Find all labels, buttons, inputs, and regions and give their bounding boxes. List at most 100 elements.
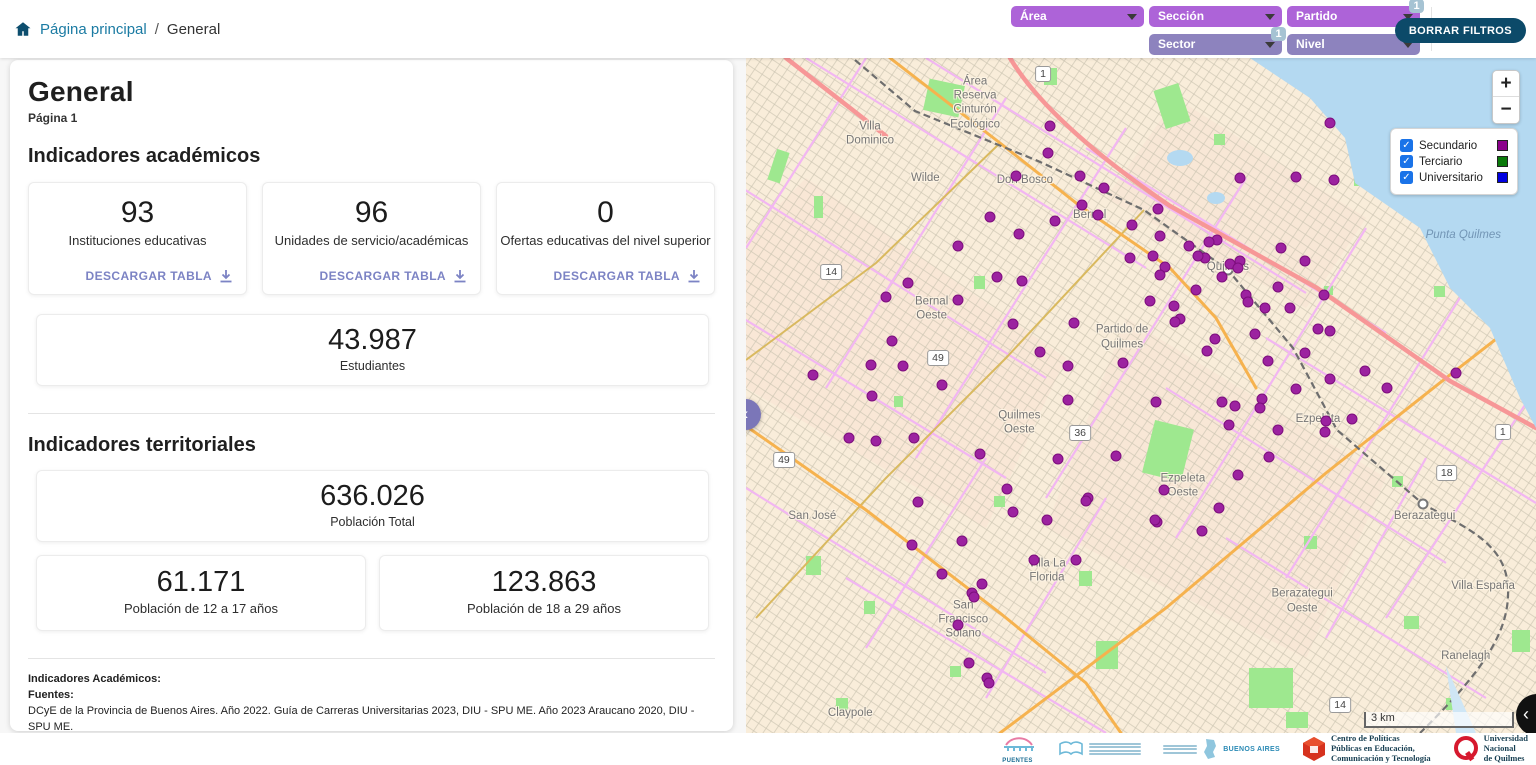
map-point[interactable] [952,294,964,306]
legend-checkbox[interactable]: ✓ [1400,155,1413,168]
map-point[interactable] [1299,347,1311,359]
map-point[interactable] [1201,345,1213,357]
filter-select-partido[interactable]: Partido 1 [1287,0,1424,27]
map-point[interactable] [1044,120,1056,131]
map-point[interactable] [1062,394,1074,406]
map-point[interactable] [1074,170,1086,182]
map-point[interactable] [1254,402,1266,414]
map-point[interactable] [1149,514,1161,526]
download-table-link[interactable]: DESCARGAR TABLA [86,269,233,283]
zoom-in-button[interactable]: + [1493,71,1519,97]
map-point[interactable] [880,291,892,303]
panel-collapse-button[interactable]: ‹ [746,399,761,430]
map-point[interactable] [974,448,986,460]
map-point[interactable] [1203,236,1215,248]
legend-checkbox[interactable]: ✓ [1400,139,1413,152]
map-point[interactable] [1262,355,1274,367]
map-point[interactable] [1318,289,1330,301]
map-point[interactable] [1052,453,1064,465]
map-point[interactable] [902,277,914,289]
map-point[interactable] [991,271,1003,283]
map-point[interactable] [1359,365,1371,377]
filter-select-area[interactable]: Área [1011,6,1144,27]
map-point[interactable] [963,657,975,669]
legend-checkbox[interactable]: ✓ [1400,171,1413,184]
map-container[interactable]: Área Reserva Cinturón Ecológico Villa Dominic… [746,58,1536,733]
map-point[interactable] [956,535,968,547]
map-point[interactable] [1016,275,1028,287]
map-point[interactable] [1062,360,1074,372]
map-point[interactable] [1007,318,1019,330]
map-point[interactable] [1190,284,1202,296]
map-point[interactable] [1110,450,1122,462]
map-point[interactable] [1013,228,1025,239]
map-point[interactable] [952,240,964,252]
map-point[interactable] [1324,117,1336,129]
map-point[interactable] [1249,328,1261,340]
map-point[interactable] [1213,502,1225,514]
map-point[interactable] [1147,250,1159,262]
map-point[interactable] [1328,174,1340,186]
map-point[interactable] [865,359,877,371]
map-point[interactable] [1381,382,1393,394]
map-point[interactable] [1168,300,1180,312]
map-point[interactable] [1232,469,1244,481]
download-table-link[interactable]: DESCARGAR TABLA [320,269,467,283]
map-point[interactable] [1028,554,1040,566]
map-point[interactable] [843,432,855,444]
map-point[interactable] [1183,240,1195,252]
map-point[interactable] [1041,514,1053,526]
map-point[interactable] [1154,230,1166,242]
map-point[interactable] [1272,424,1284,436]
map-point[interactable] [983,677,995,689]
home-icon[interactable] [14,20,32,38]
download-table-link[interactable]: DESCARGAR TABLA [554,269,701,283]
map-point[interactable] [1346,413,1358,425]
map-point[interactable] [1150,396,1162,408]
map-point[interactable] [976,578,988,590]
map-point[interactable] [1324,373,1336,385]
map-point[interactable] [906,539,918,551]
map-point[interactable] [1263,451,1275,463]
map-point[interactable] [866,390,878,402]
clear-filters-button[interactable]: BORRAR FILTROS [1394,18,1526,43]
map-point[interactable] [1080,495,1092,507]
filter-select-seccion[interactable]: Sección [1149,6,1282,27]
map-point[interactable] [1158,484,1170,496]
map-point[interactable] [1216,396,1228,408]
map-point[interactable] [807,369,819,381]
map-point[interactable] [1192,250,1204,262]
map-point[interactable] [1076,199,1088,211]
map-point[interactable] [1223,419,1235,431]
map-point[interactable] [1154,269,1166,281]
map-point[interactable] [1216,271,1228,283]
map-point[interactable] [1234,172,1246,184]
map-point[interactable] [1126,219,1138,231]
map-point[interactable] [1098,182,1110,194]
map-point[interactable] [1010,170,1022,182]
map-point[interactable] [1152,203,1164,215]
map-point[interactable] [968,591,980,603]
map-point[interactable] [1144,295,1156,307]
map-point[interactable] [1196,525,1208,537]
map-point[interactable] [1124,252,1136,264]
map-point[interactable] [936,568,948,580]
expand-fab-button[interactable]: ‹ [1516,694,1536,733]
map-point[interactable] [1209,333,1221,345]
map-point[interactable] [1068,317,1080,329]
map-point[interactable] [886,335,898,347]
map-point[interactable] [1232,262,1244,274]
map-point[interactable] [984,211,996,223]
map-point[interactable] [1042,147,1054,159]
map-point[interactable] [1001,483,1013,495]
map-point[interactable] [1117,357,1129,369]
map-point[interactable] [1242,296,1254,308]
map-point[interactable] [936,379,948,391]
map-point[interactable] [1092,209,1104,221]
map-point[interactable] [908,432,920,444]
map-point[interactable] [952,619,964,631]
map-point[interactable] [1049,215,1061,227]
map-point[interactable] [870,435,882,447]
map-point[interactable] [1320,415,1332,427]
zoom-out-button[interactable]: − [1493,97,1519,123]
